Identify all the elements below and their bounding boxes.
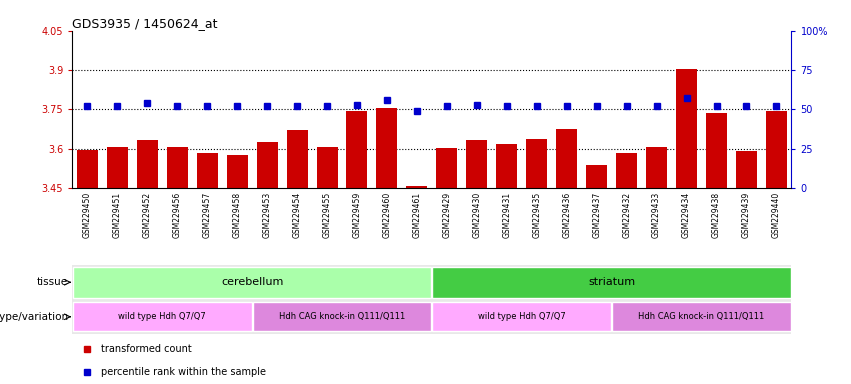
Text: tissue: tissue: [37, 277, 68, 287]
Bar: [167, 147, 188, 188]
Text: wild type Hdh Q7/Q7: wild type Hdh Q7/Q7: [478, 311, 566, 321]
Bar: [557, 129, 577, 188]
Text: GSM229433: GSM229433: [652, 192, 661, 238]
Bar: [736, 151, 757, 188]
Bar: [346, 111, 368, 188]
Text: genotype/variation: genotype/variation: [0, 312, 68, 322]
Text: GSM229450: GSM229450: [83, 192, 92, 238]
Text: percentile rank within the sample: percentile rank within the sample: [101, 366, 266, 377]
Bar: [526, 139, 547, 188]
Bar: [646, 147, 667, 188]
Text: GSM229436: GSM229436: [563, 192, 571, 238]
Bar: [766, 111, 787, 188]
Bar: [317, 147, 338, 188]
Text: GSM229438: GSM229438: [712, 192, 721, 238]
Bar: [73, 267, 431, 298]
Text: GSM229455: GSM229455: [323, 192, 332, 238]
Bar: [257, 142, 277, 188]
Text: transformed count: transformed count: [101, 344, 191, 354]
Bar: [376, 108, 397, 188]
Text: Hdh CAG knock-in Q111/Q111: Hdh CAG knock-in Q111/Q111: [638, 311, 765, 321]
Bar: [616, 153, 637, 188]
Text: GSM229460: GSM229460: [382, 192, 391, 238]
Bar: [496, 144, 517, 188]
Bar: [253, 302, 431, 331]
Bar: [612, 302, 791, 331]
Text: GSM229440: GSM229440: [772, 192, 781, 238]
Text: GSM229454: GSM229454: [293, 192, 301, 238]
Bar: [407, 185, 427, 188]
Text: GSM229458: GSM229458: [232, 192, 242, 238]
Text: GSM229452: GSM229452: [143, 192, 151, 238]
Text: GSM229451: GSM229451: [113, 192, 122, 238]
Text: GSM229456: GSM229456: [173, 192, 182, 238]
Bar: [676, 69, 697, 188]
Bar: [197, 153, 218, 188]
Bar: [226, 156, 248, 188]
Bar: [77, 150, 98, 188]
Bar: [706, 113, 727, 188]
Text: GSM229431: GSM229431: [502, 192, 511, 238]
Text: GSM229439: GSM229439: [742, 192, 751, 238]
Text: GSM229453: GSM229453: [263, 192, 271, 238]
Bar: [287, 130, 307, 188]
Bar: [432, 302, 611, 331]
Bar: [437, 148, 457, 188]
Bar: [106, 147, 128, 188]
Bar: [137, 140, 157, 188]
Text: GSM229432: GSM229432: [622, 192, 631, 238]
Bar: [586, 166, 607, 188]
Text: wild type Hdh Q7/Q7: wild type Hdh Q7/Q7: [118, 311, 206, 321]
Text: GSM229461: GSM229461: [413, 192, 421, 238]
Bar: [432, 267, 791, 298]
Text: GSM229457: GSM229457: [203, 192, 212, 238]
Text: GSM229434: GSM229434: [682, 192, 691, 238]
Text: GSM229430: GSM229430: [472, 192, 482, 238]
Text: cerebellum: cerebellum: [221, 276, 283, 286]
Text: GSM229459: GSM229459: [352, 192, 362, 238]
Text: striatum: striatum: [588, 276, 635, 286]
Bar: [466, 140, 488, 188]
Text: GDS3935 / 1450624_at: GDS3935 / 1450624_at: [72, 17, 218, 30]
Bar: [73, 302, 252, 331]
Text: Hdh CAG knock-in Q111/Q111: Hdh CAG knock-in Q111/Q111: [279, 311, 405, 321]
Text: GSM229429: GSM229429: [443, 192, 451, 238]
Text: GSM229435: GSM229435: [532, 192, 541, 238]
Text: GSM229437: GSM229437: [592, 192, 601, 238]
